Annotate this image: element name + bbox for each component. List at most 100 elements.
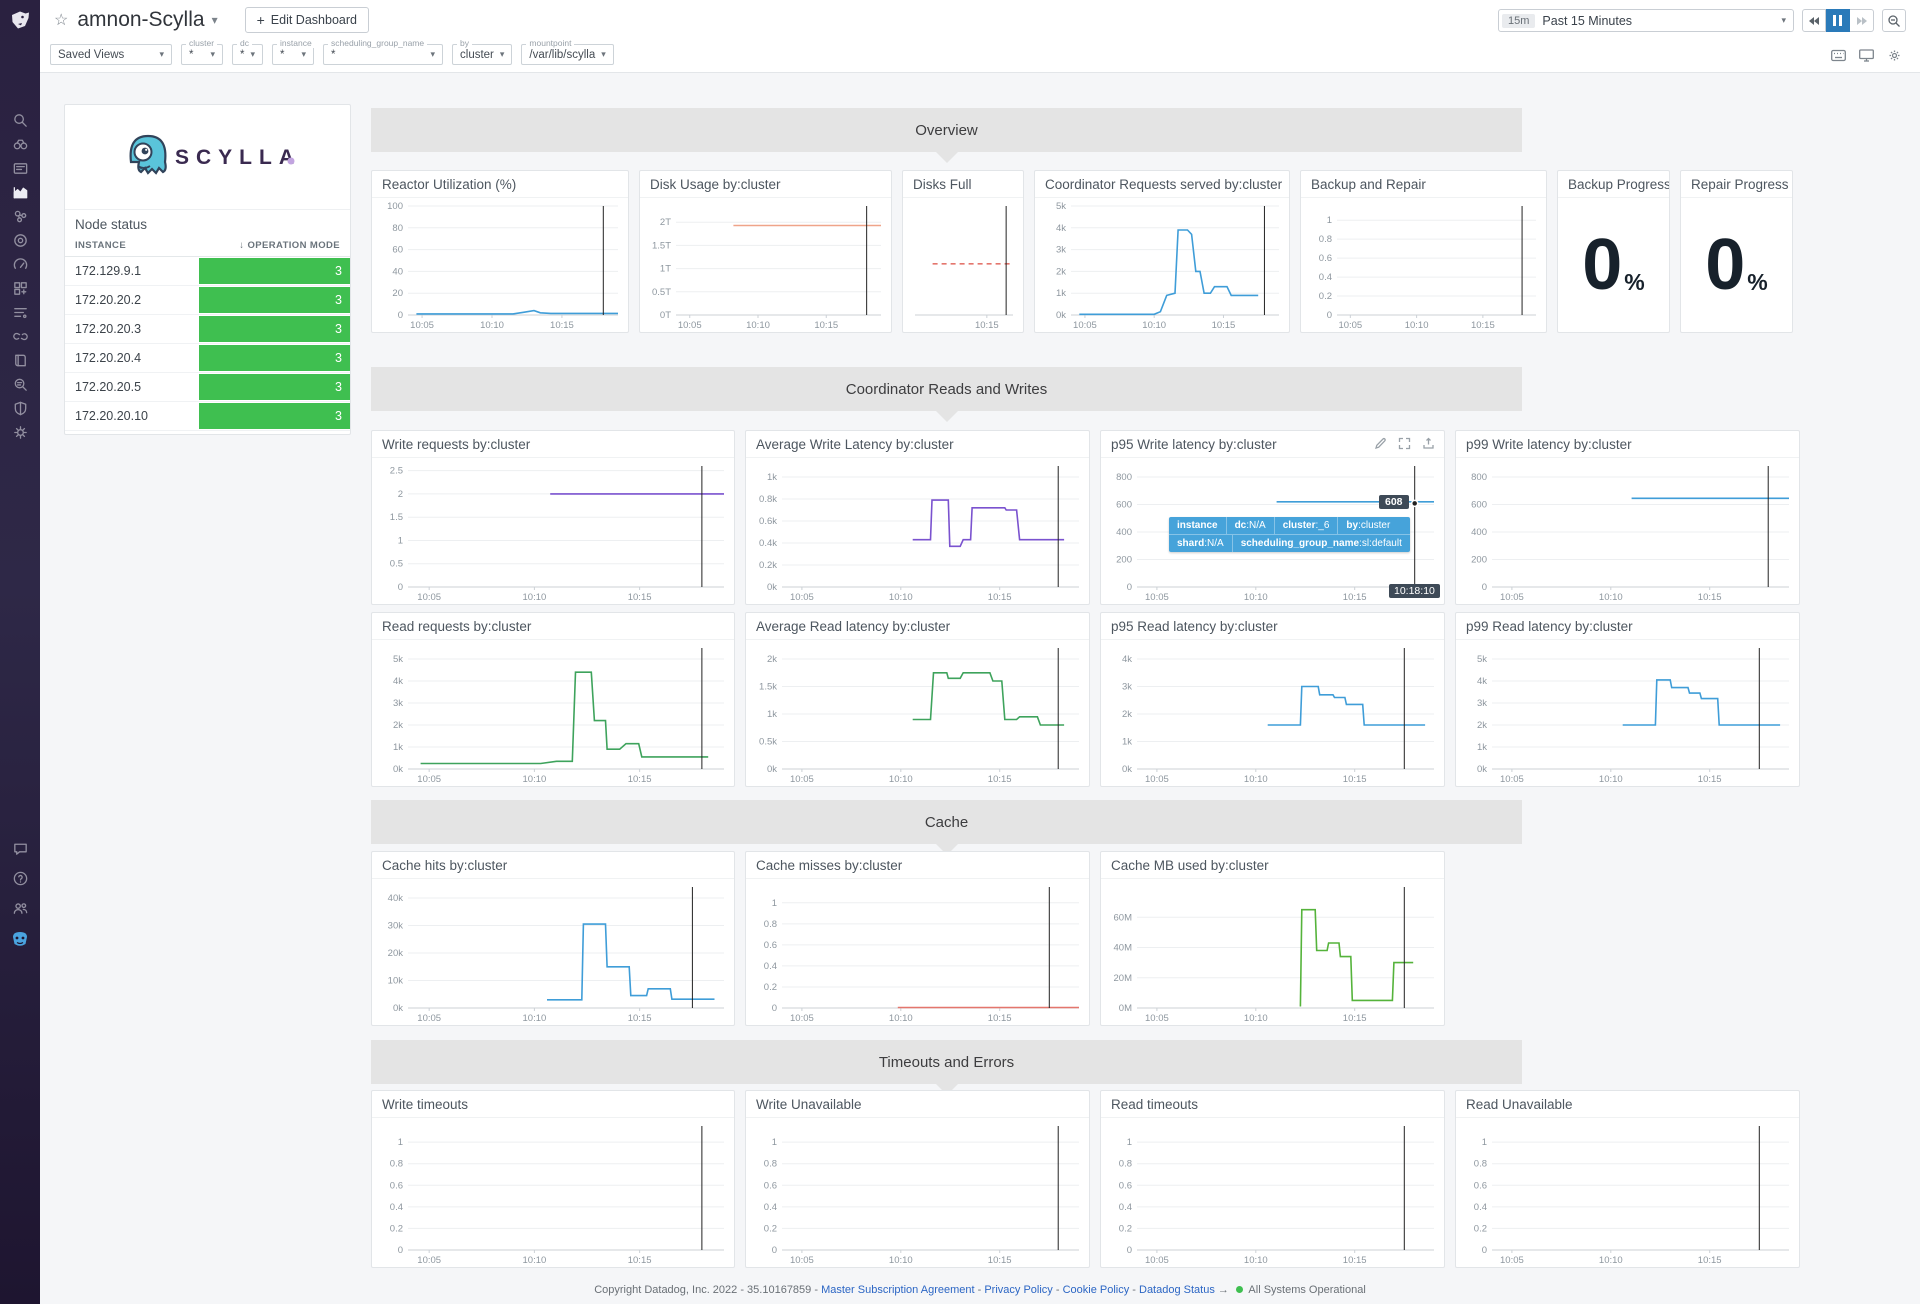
widget-title: Cache MB used by:cluster — [1101, 852, 1444, 879]
svg-text:10:15: 10:15 — [988, 1255, 1012, 1266]
timeseries-chart[interactable]: 4k 3k 2k 1k 0k 10:05 10:10 10:15 — [1101, 640, 1444, 786]
section-header-coordinator-reads-writes[interactable]: Coordinator Reads and Writes — [371, 367, 1522, 422]
timeseries-chart[interactable]: 1k 0.8k 0.6k 0.4k 0.2k 0k 10:05 10:10 10:15 — [746, 458, 1089, 604]
widget-title: Write Unavailable — [746, 1091, 1089, 1118]
timeseries-chart[interactable]: 2T 1.5T 1T 0.5T 0T 10:05 10:10 10:15 — [640, 198, 891, 332]
svg-text:10:15: 10:15 — [628, 1255, 652, 1266]
timeseries-chart[interactable]: 100 80 60 40 20 0 10:05 10:10 10:15 — [372, 198, 628, 332]
template-variable-mountpoint[interactable]: mountpoint/var/lib/scylla ▾ — [521, 38, 614, 65]
svg-text:0.8: 0.8 — [764, 919, 777, 930]
timeseries-chart[interactable]: 60M 40M 20M 0M 10:05 10:10 10:15 — [1101, 879, 1444, 1025]
edit-dashboard-button[interactable]: + Edit Dashboard — [244, 7, 369, 33]
users-icon[interactable] — [12, 900, 29, 917]
watchdog-icon[interactable] — [12, 136, 29, 153]
svg-text:1: 1 — [398, 1137, 403, 1148]
timeseries-chart[interactable]: 2.5 2 1.5 1 0.5 0 10:05 10:10 10:15 — [372, 458, 734, 604]
tv-mode-icon[interactable] — [1859, 49, 1874, 62]
datadog-bits-icon[interactable] — [10, 930, 30, 948]
template-variable-instance[interactable]: instance * ▾ — [272, 38, 315, 65]
footer-link[interactable]: Master Subscription Agreement — [821, 1284, 975, 1296]
template-variable-dc[interactable]: dc * ▾ — [232, 38, 264, 65]
settings-gear-icon[interactable] — [1887, 49, 1902, 62]
svg-text:10:05: 10:05 — [678, 320, 702, 331]
timeseries-chart[interactable]: 1 0.8 0.6 0.4 0.2 0 10:05 10:10 10:15 — [746, 1118, 1089, 1267]
svg-text:2k: 2k — [393, 720, 403, 731]
service-map-icon[interactable] — [12, 328, 29, 345]
table-row: 172.129.9.1 3 — [65, 257, 350, 286]
svg-text:10:05: 10:05 — [1073, 320, 1097, 331]
chat-icon[interactable] — [12, 840, 29, 857]
export-share-icon[interactable] — [1422, 437, 1435, 450]
timeseries-chart[interactable]: 1 0.8 0.6 0.4 0.2 0 10:05 10:10 10:15 — [1456, 1118, 1799, 1267]
footer-link[interactable]: Cookie Policy — [1062, 1284, 1130, 1296]
svg-text:40k: 40k — [388, 893, 404, 904]
events-icon[interactable] — [12, 160, 29, 177]
operation-mode-cell: 3 — [199, 345, 350, 371]
widget-title: p99 Read latency by:cluster — [1456, 613, 1799, 640]
pause-button[interactable] — [1826, 9, 1850, 32]
template-variable-cluster[interactable]: cluster * ▾ — [181, 38, 223, 65]
section-header-overview[interactable]: Overview — [371, 108, 1522, 163]
favorite-star-icon[interactable]: ☆ — [54, 12, 69, 29]
keyboard-shortcuts-icon[interactable] — [1831, 49, 1846, 62]
tooltip-tag: scheduling_group_name:sl:default — [1231, 535, 1410, 552]
time-forward-button[interactable] — [1850, 9, 1874, 32]
timeseries-chart[interactable]: 1 0.8 0.6 0.4 0.2 0 10:05 10:10 10:15 — [746, 879, 1089, 1025]
search-icon[interactable] — [12, 112, 29, 129]
time-backward-button[interactable] — [1802, 9, 1826, 32]
svg-text:10:05: 10:05 — [1145, 1255, 1169, 1266]
status-text: All Systems Operational — [1248, 1284, 1366, 1296]
timeseries-chart[interactable]: 5k 4k 3k 2k 1k 0k 10:05 10:10 10:15 — [1456, 640, 1799, 786]
log-explorer-icon[interactable] — [12, 376, 29, 393]
svg-text:10:15: 10:15 — [1343, 592, 1367, 603]
svg-text:0k: 0k — [393, 1003, 403, 1014]
svg-text:0: 0 — [1127, 1245, 1132, 1256]
svg-text:5k: 5k — [1056, 201, 1066, 212]
timeseries-chart[interactable]: 1 0.8 0.6 0.4 0.2 0 10:05 10:10 10:15 — [1101, 1118, 1444, 1267]
section-header-timeouts-errors[interactable]: Timeouts and Errors — [371, 1040, 1522, 1095]
timeseries-chart[interactable]: 800 600 400 200 0 10:05 10:10 10:15 — [1456, 458, 1799, 604]
timeseries-chart[interactable]: 10:15 — [903, 198, 1023, 332]
time-range-selector[interactable]: 15m Past 15 Minutes ▾ — [1498, 9, 1794, 32]
dashboards-icon[interactable] — [12, 184, 29, 201]
svg-text:10:10: 10:10 — [1142, 320, 1166, 331]
apm-gauge-icon[interactable] — [12, 256, 29, 273]
infrastructure-icon[interactable] — [12, 208, 29, 225]
svg-text:0k: 0k — [767, 764, 777, 775]
security-shield-icon[interactable] — [12, 400, 29, 417]
svg-text:10:15: 10:15 — [1212, 320, 1236, 331]
edit-pencil-icon[interactable] — [1374, 437, 1387, 450]
timeseries-chart[interactable]: 1 0.8 0.6 0.4 0.2 0 10:05 10:10 10:15 — [372, 1118, 734, 1267]
template-variable-by[interactable]: by cluster ▾ — [452, 38, 513, 65]
template-variable-scheduling_group_name[interactable]: scheduling_group_name * ▾ — [323, 38, 444, 65]
timeseries-chart[interactable]: 5k 4k 3k 2k 1k 0k 10:05 10:10 10:15 — [1035, 198, 1289, 332]
svg-text:10:15: 10:15 — [975, 320, 999, 331]
footer-link[interactable]: Datadog Status — [1139, 1284, 1215, 1296]
title-chevron-down-icon[interactable]: ▾ — [211, 13, 218, 27]
timeseries-chart[interactable]: 1 0.8 0.6 0.4 0.2 0 10:05 10:10 10:15 — [1301, 198, 1546, 332]
logs-filter-icon[interactable] — [12, 304, 29, 321]
fullscreen-icon[interactable] — [1398, 437, 1411, 450]
platform-settings-icon[interactable] — [12, 424, 29, 441]
svg-text:0M: 0M — [1119, 1003, 1132, 1014]
zoom-out-button[interactable] — [1882, 9, 1906, 32]
monitors-icon[interactable] — [12, 232, 29, 249]
filter-value: cluster — [460, 48, 494, 61]
timeseries-chart[interactable]: 2k 1.5k 1k 0.5k 0k 10:05 10:10 10:15 — [746, 640, 1089, 786]
footer-link[interactable]: Privacy Policy — [984, 1284, 1053, 1296]
svg-text:10:10: 10:10 — [523, 1013, 547, 1024]
svg-text:10:10: 10:10 — [889, 774, 913, 785]
timeseries-chart[interactable]: 40k 30k 20k 10k 0k 10:05 10:10 10:15 — [372, 879, 734, 1025]
notebooks-icon[interactable] — [12, 352, 29, 369]
column-operation-mode-sort[interactable]: ↓ OPERATION MODE — [239, 240, 340, 251]
svg-text:0.2: 0.2 — [390, 1223, 403, 1234]
integrations-icon[interactable] — [12, 280, 29, 297]
widget-title: Reactor Utilization (%) — [372, 171, 628, 198]
copyright-text: Copyright Datadog, Inc. 2022 - 35.101678… — [594, 1284, 819, 1296]
saved-views-select[interactable]: Saved Views ▾ — [50, 44, 172, 65]
timeseries-chart[interactable]: 5k 4k 3k 2k 1k 0k 10:05 10:10 10:15 — [372, 640, 734, 786]
svg-text:10:15: 10:15 — [988, 774, 1012, 785]
datadog-logo-icon[interactable] — [8, 8, 32, 37]
section-header-cache[interactable]: Cache — [371, 800, 1522, 855]
help-icon[interactable] — [12, 870, 29, 887]
